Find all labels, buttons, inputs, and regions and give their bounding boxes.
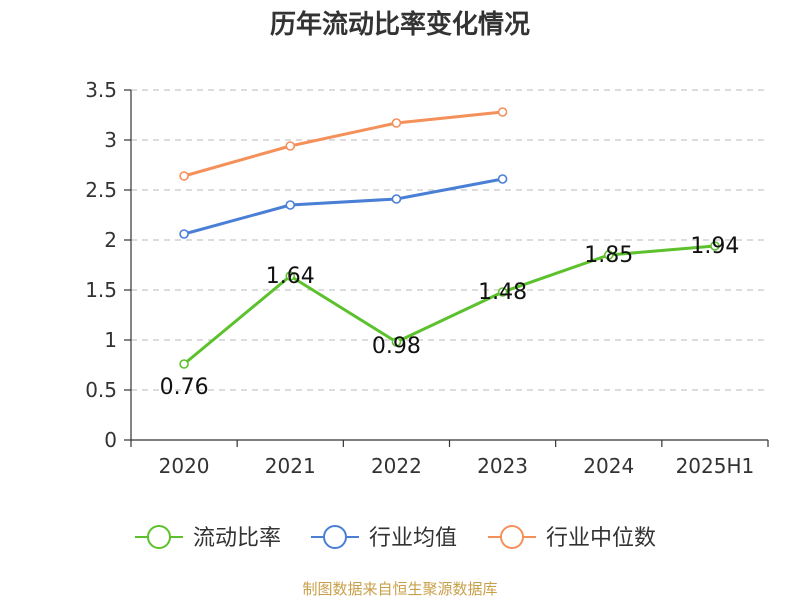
data-label: 1.64 [266, 264, 315, 289]
series-lines [179, 107, 720, 369]
chart-title: 历年流动比率变化情况 [269, 10, 530, 40]
data-point [179, 229, 189, 239]
legend-label: 行业中位数 [546, 526, 656, 551]
y-tick-label: 0 [104, 428, 117, 452]
data-point [497, 107, 508, 117]
y-tick-label: 0.5 [85, 378, 117, 402]
legend-item-1[interactable]: 行业均值 [311, 525, 457, 551]
data-point [497, 174, 508, 184]
y-tick-label: 2.5 [85, 178, 117, 202]
source-note: 制图数据来自恒生聚源数据库 [302, 580, 498, 598]
legend-label: 流动比率 [193, 526, 281, 551]
data-label: 1.85 [584, 243, 633, 268]
series-line-0 [183, 244, 716, 366]
grid-lines [131, 89, 768, 391]
legend-item-2[interactable]: 行业中位数 [488, 525, 656, 551]
data-point [391, 194, 402, 204]
y-tick-label: 3 [104, 128, 117, 152]
data-point [391, 118, 402, 128]
data-point [285, 200, 296, 210]
data-point [285, 271, 296, 281]
legend-swatch-marker [323, 525, 347, 549]
x-tick-label: 2020 [159, 454, 210, 478]
axes: 0 0.5 1 1.5 2 2.5 3 3.5 2020 2021 2022 2023 2024 2025… [85, 78, 769, 478]
data-label: 0.76 [160, 375, 209, 400]
y-tick-label: 2 [104, 228, 117, 252]
data-labels: 0.76 1.64 0.98 1.48 1.85 1.94 [160, 234, 740, 400]
legend-item-0[interactable]: 流动比率 [135, 525, 281, 551]
data-point [710, 241, 720, 251]
legend-label: 行业均值 [369, 526, 457, 551]
data-label: 1.48 [478, 280, 527, 305]
data-point [285, 141, 296, 151]
x-tick-label: 2025H1 [676, 454, 755, 478]
data-label: 1.94 [690, 234, 739, 259]
y-tick-label: 1.5 [85, 278, 117, 302]
data-point [179, 359, 189, 369]
legend-swatch-marker [500, 525, 524, 549]
legend[interactable]: 流动比率 行业均值 行业中位数 [135, 525, 656, 551]
series-line-1 [183, 177, 503, 236]
series-line-2 [183, 110, 503, 178]
y-tick-label: 1 [104, 328, 117, 352]
x-tick-label: 2023 [477, 454, 528, 478]
x-tick-label: 2021 [265, 454, 316, 478]
data-label: 0.98 [372, 334, 421, 359]
y-tick-label: 3.5 [85, 78, 117, 102]
data-point [603, 250, 614, 260]
x-tick-label: 2024 [583, 454, 634, 478]
x-tick-label: 2022 [371, 454, 422, 478]
data-point [391, 337, 402, 347]
data-point [497, 287, 508, 297]
legend-swatch-marker [147, 525, 171, 549]
data-point [179, 171, 189, 181]
